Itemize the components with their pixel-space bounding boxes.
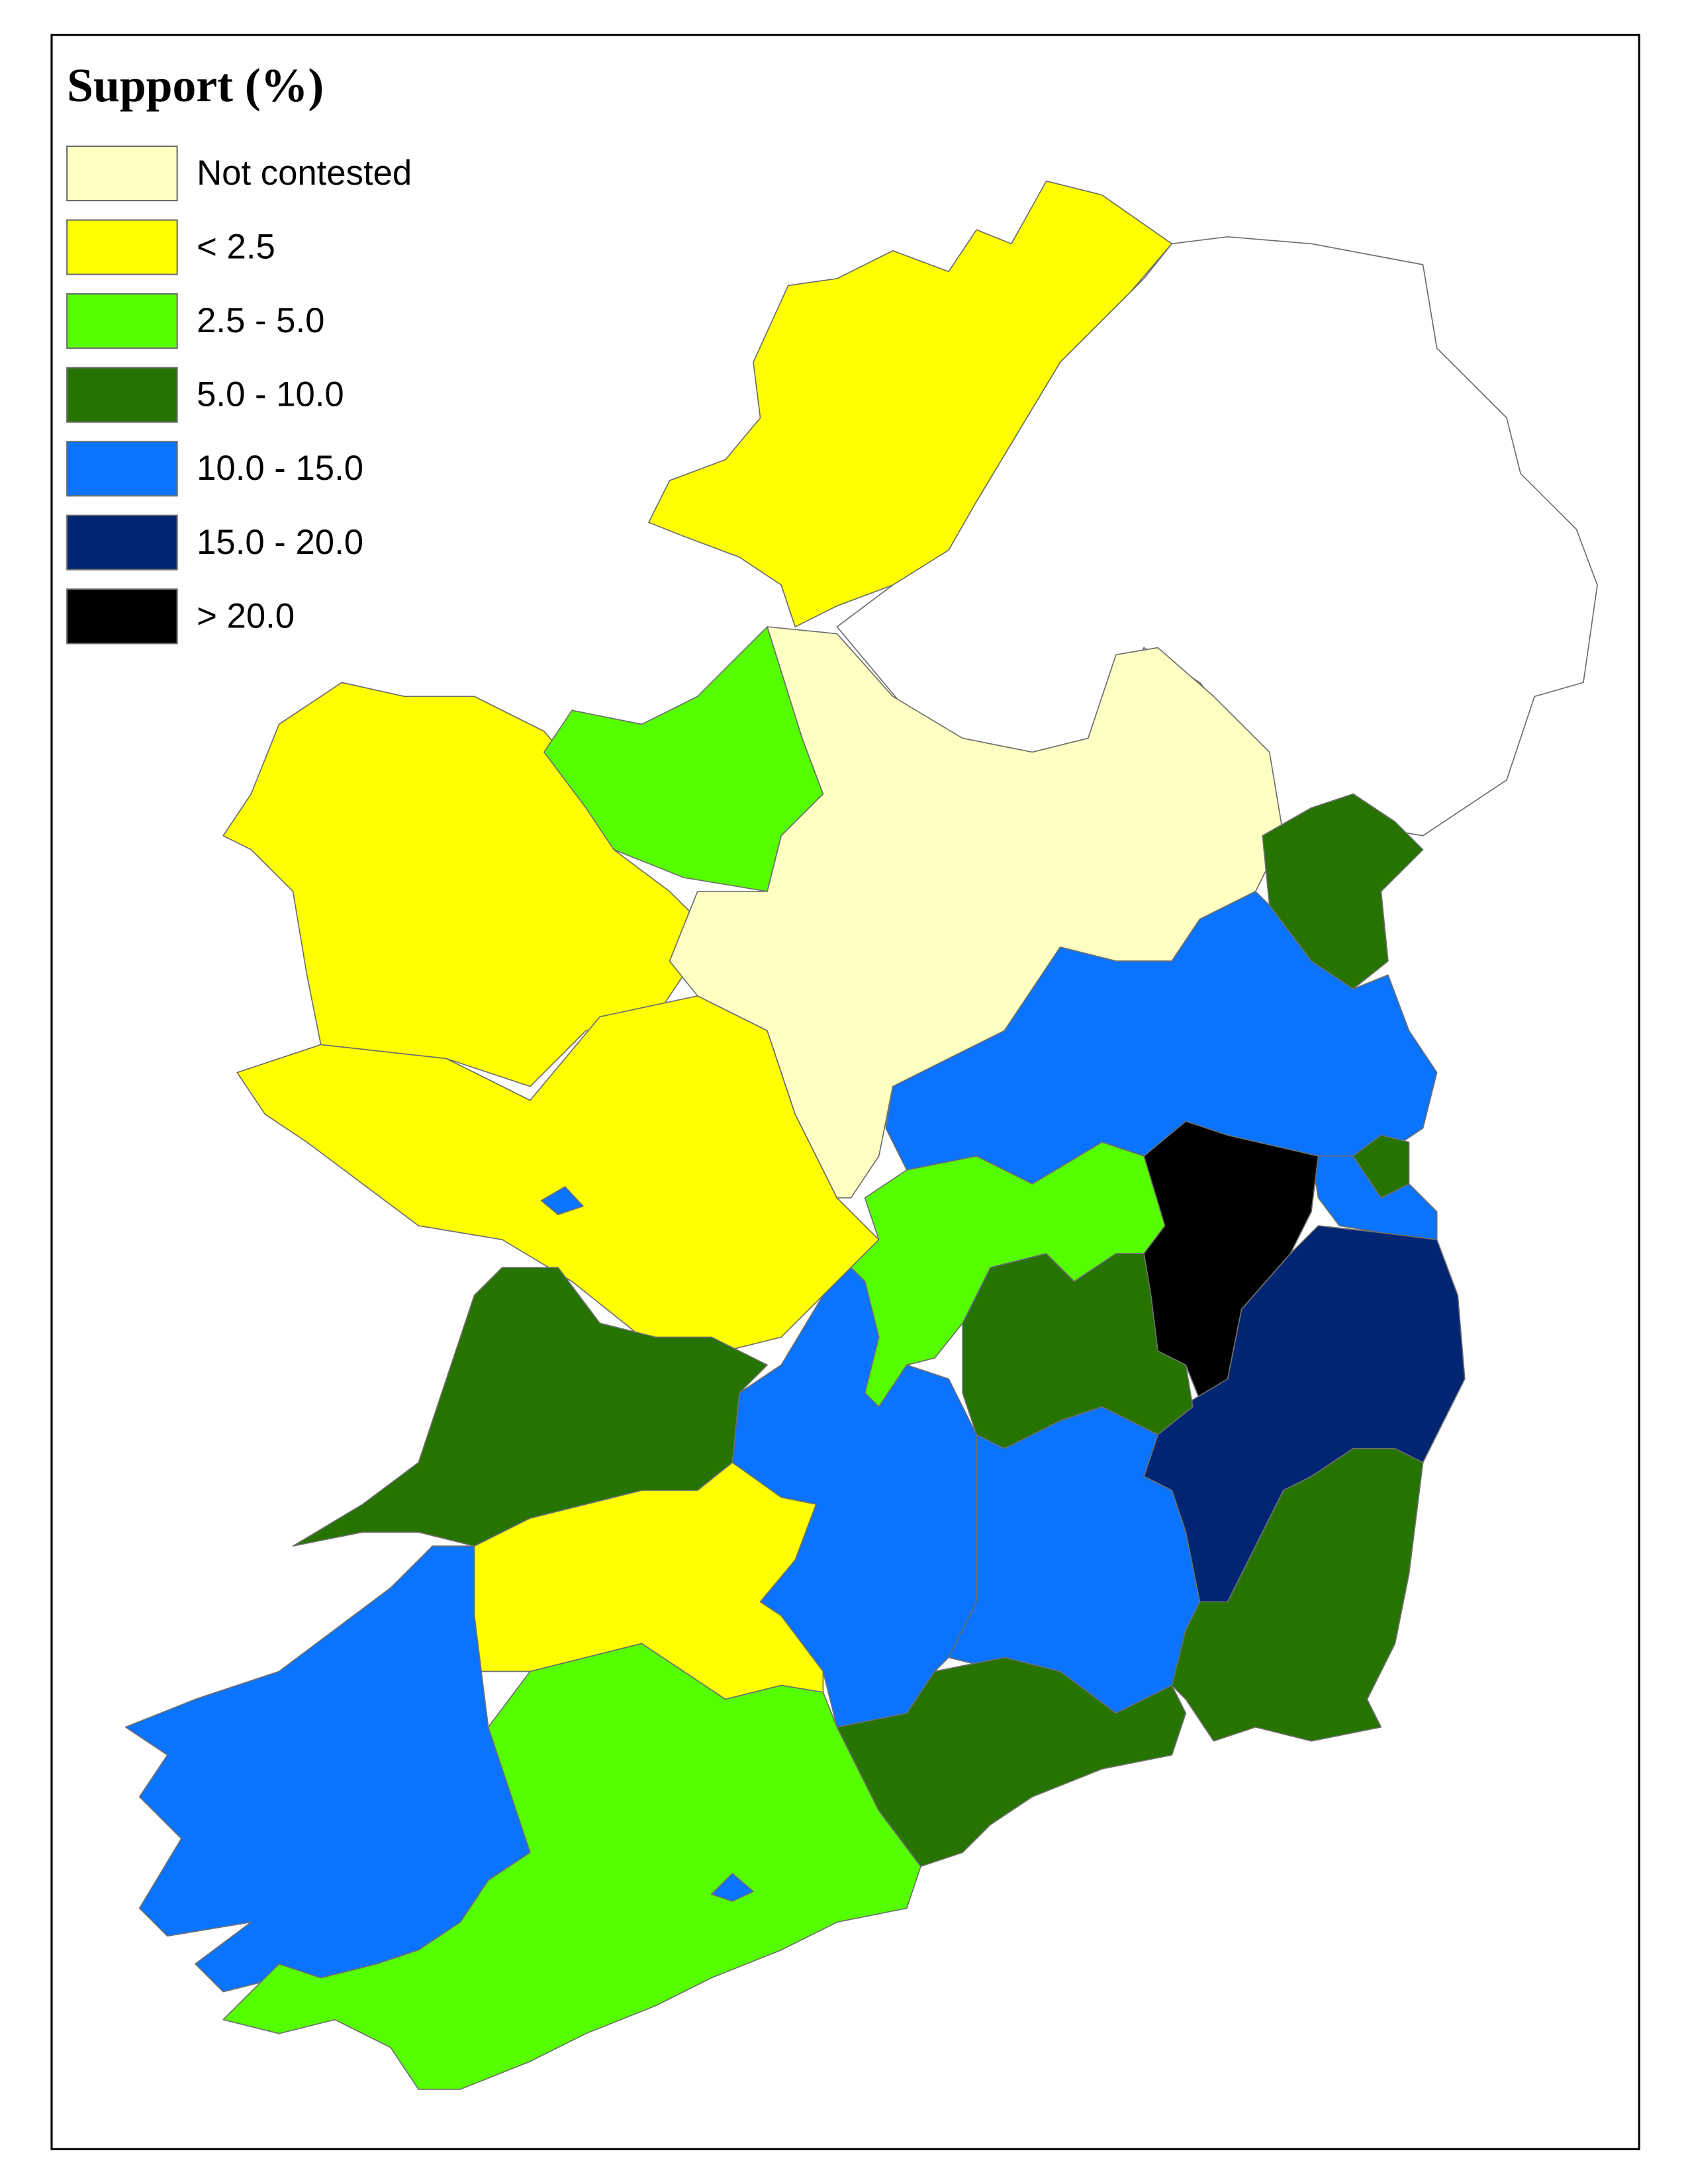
legend-label: Not contested: [197, 154, 412, 193]
legend-label: < 2.5: [197, 228, 275, 267]
legend-label: 5.0 - 10.0: [197, 375, 344, 414]
legend-swatch: [66, 588, 178, 645]
region: [648, 180, 1173, 627]
legend-swatch: [66, 367, 178, 423]
legend-swatch: [66, 293, 178, 349]
region: [540, 1186, 584, 1216]
legend-label: 10.0 - 15.0: [197, 449, 363, 488]
legend: Support (%) Not contested < 2.5 2.5 - 5.0 5…: [66, 60, 412, 645]
legend-label: 2.5 - 5.0: [197, 301, 324, 340]
regions: [124, 180, 1598, 2090]
region: [836, 1657, 1187, 1867]
region: [222, 1643, 921, 2090]
legend-swatch: [66, 219, 178, 275]
legend-swatch: [66, 145, 178, 202]
region: [710, 1872, 754, 1902]
region: [1352, 1134, 1410, 1199]
legend-title: Support (%): [67, 60, 324, 112]
legend-swatch: [66, 514, 178, 570]
legend-label: 15.0 - 20.0: [197, 523, 363, 562]
legend-label: > 20.0: [197, 596, 295, 635]
legend-swatch: [66, 441, 178, 497]
